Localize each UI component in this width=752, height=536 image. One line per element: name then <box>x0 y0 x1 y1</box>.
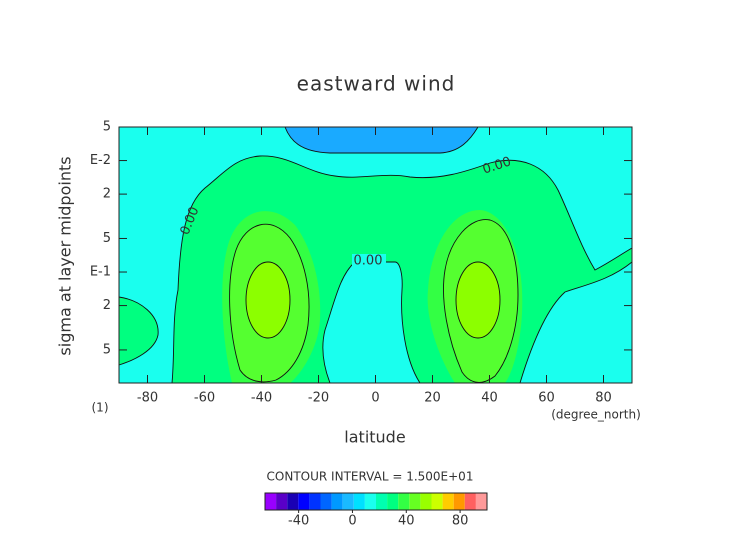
colorbar-box <box>409 493 421 510</box>
x-tick-label: 20 <box>424 391 441 406</box>
colorbar-tick-label: 0 <box>348 514 356 529</box>
colorbar-box <box>464 493 476 510</box>
colorbar-box <box>475 493 487 510</box>
level-0-region <box>118 296 159 366</box>
y-tick-label: E-2 <box>90 153 111 168</box>
x-tick-label: 60 <box>538 391 555 406</box>
colorbar-tick-label: 80 <box>452 514 469 529</box>
colorbar-frame <box>264 492 488 511</box>
colorbar-box <box>453 493 465 510</box>
x-tick-label: -40 <box>251 391 272 406</box>
x-tick-label: 0 <box>371 391 379 406</box>
colorbar-box <box>276 493 288 510</box>
x-tick-label: -60 <box>194 391 215 406</box>
level-45-region <box>455 261 501 339</box>
colorbar-box <box>342 493 354 510</box>
colorbar-box <box>331 493 343 510</box>
label-backdrop <box>352 254 386 268</box>
colorbar-box <box>265 493 277 510</box>
y-tick-label: 5 <box>103 120 111 135</box>
x-axis-unit: (degree_north) <box>551 408 641 422</box>
colorbar-box <box>387 493 399 510</box>
colorbar-box <box>287 493 299 510</box>
colorbar-box <box>309 493 321 510</box>
colorbar-box <box>398 493 410 510</box>
y-axis-label: sigma at layer midpoints <box>56 156 75 355</box>
x-tick-label: -20 <box>308 391 329 406</box>
colorbar-box <box>431 493 443 510</box>
y-tick-label: E-1 <box>90 265 111 280</box>
y-tick-label: 5 <box>103 342 111 357</box>
contour-label: 0.00 <box>354 254 383 269</box>
x-tick-label: 80 <box>595 391 612 406</box>
colorbar-box <box>364 493 376 510</box>
colorbar-box <box>320 493 332 510</box>
y-tick-label: 2 <box>103 187 111 202</box>
y-axis-unit: (1) <box>92 401 109 415</box>
contour-field: 0.00 0.00 0.00 <box>118 126 633 384</box>
colorbar-tick-label: -40 <box>288 514 309 529</box>
colorbar-box <box>376 493 388 510</box>
y-tick-label: 5 <box>103 231 111 246</box>
colorbar-box <box>298 493 310 510</box>
level-45-region <box>245 261 291 339</box>
colorbar-box <box>353 493 365 510</box>
negative-region <box>284 126 479 154</box>
chart-title: eastward wind <box>297 72 456 96</box>
x-tick-label: -80 <box>137 391 158 406</box>
colorbar-box <box>420 493 432 510</box>
colorbar-box <box>442 493 454 510</box>
y-tick-label: 2 <box>103 298 111 313</box>
x-tick-label: 40 <box>481 391 498 406</box>
colorbar-tick-label: 40 <box>398 514 415 529</box>
level-0-region <box>367 204 385 222</box>
x-axis-label: latitude <box>344 428 405 447</box>
contour-interval: CONTOUR INTERVAL = 1.500E+01 <box>267 470 474 484</box>
